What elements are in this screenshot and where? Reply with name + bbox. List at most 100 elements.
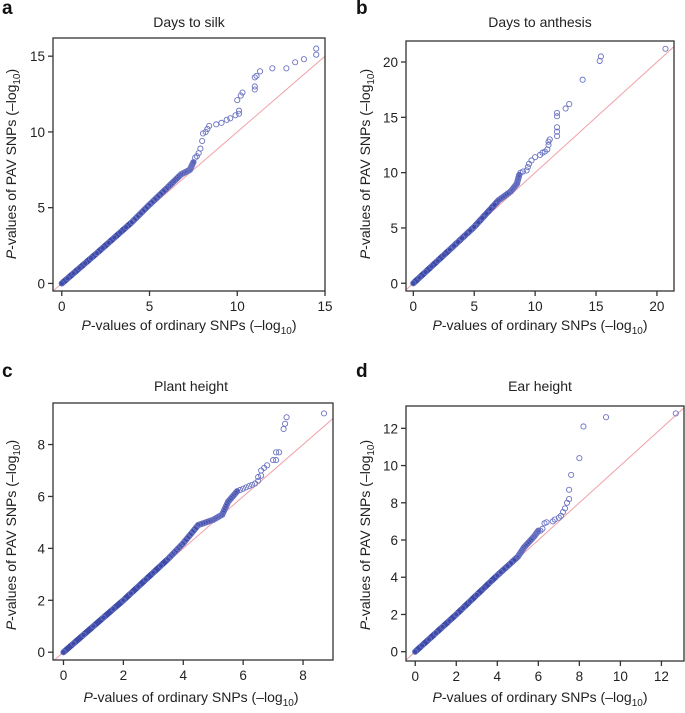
x-tick-label: 12	[654, 669, 669, 684]
y-tick-label: 10	[383, 459, 398, 474]
data-point	[480, 585, 487, 592]
data-point	[534, 528, 541, 535]
x-axis-label-d: P-values of ordinary SNPs (–log10)	[432, 689, 647, 709]
data-point	[300, 56, 307, 63]
x-tick-label: 15	[589, 299, 604, 314]
data-point	[519, 168, 526, 175]
panel-letter-d: d	[356, 361, 368, 382]
data-point	[202, 128, 209, 135]
data-point	[514, 553, 521, 560]
data-point	[597, 53, 604, 60]
y-tick-label: 8	[390, 496, 398, 511]
panel-title-b: Days to anthesis	[488, 14, 592, 30]
y-axis-label-a: P-values of PAV SNPs (–log10)	[3, 69, 23, 259]
data-point	[412, 648, 419, 655]
data-point	[473, 591, 480, 598]
data-point	[292, 59, 299, 66]
plot-area-d: 0 2 4 6 8 10 12 0 2 4 6 8 10 12	[383, 405, 685, 684]
data-point	[463, 231, 470, 238]
data-point	[543, 519, 550, 526]
data-point	[522, 542, 529, 549]
y-tick-label: 5	[390, 221, 398, 236]
data-point	[516, 550, 523, 557]
data-point	[460, 604, 467, 612]
x-tick-label: 6	[239, 668, 247, 683]
y-tick-label: 6	[37, 489, 45, 504]
data-point	[434, 257, 441, 264]
data-point	[568, 471, 575, 478]
data-point	[446, 246, 453, 253]
x-tick-label: 5	[470, 299, 478, 314]
data-point	[192, 154, 199, 161]
plot-frame	[405, 405, 685, 662]
x-tick-label: 10	[528, 299, 543, 314]
y-axis-label-d: P-values of PAV SNPs (–log10)	[357, 440, 377, 630]
data-point	[237, 486, 244, 494]
data-point	[280, 425, 287, 433]
plot-frame	[52, 402, 334, 661]
data-point	[105, 239, 112, 246]
x-tick-label: 6	[535, 669, 543, 684]
x-tick-label: 0	[410, 299, 418, 314]
data-point	[511, 556, 518, 563]
y-tick-label: 4	[37, 541, 45, 556]
data-point	[206, 122, 213, 129]
data-point	[544, 146, 551, 153]
data-point	[273, 449, 280, 456]
data-point	[111, 234, 118, 241]
data-point	[255, 477, 262, 484]
x-tick-label: 0	[60, 668, 68, 683]
plot-area-b: 0 5 10 15 20 0 5 10 15 20	[383, 40, 675, 314]
panel-letter-b: b	[356, 0, 368, 19]
data-point	[232, 112, 239, 119]
data-point	[487, 578, 494, 585]
plot-frame	[405, 40, 675, 292]
x-axis-label-a: P-values of ordinary SNPs (–log10)	[81, 317, 296, 337]
data-point	[251, 74, 258, 81]
data-point	[64, 275, 71, 282]
data-point	[410, 280, 417, 287]
data-point	[320, 410, 328, 417]
y-axis-label-b: P-values of PAV SNPs (–log10)	[357, 69, 377, 259]
data-point	[235, 110, 243, 117]
data-point	[554, 124, 561, 131]
data-point	[416, 274, 423, 281]
data-point	[518, 547, 525, 554]
data-point	[223, 116, 230, 123]
data-point	[60, 649, 67, 656]
dense-points-band	[60, 488, 241, 656]
data-point	[504, 563, 511, 570]
panel-a: a Days to silk 0 5 10 15 0 5 10 15 P-values of …	[2, 0, 333, 337]
data-point	[528, 157, 535, 164]
data-point	[602, 414, 610, 421]
data-point	[213, 121, 220, 128]
data-point	[537, 527, 544, 534]
data-point	[532, 154, 539, 161]
data-point	[197, 145, 204, 152]
data-point	[520, 544, 528, 551]
data-point	[82, 260, 89, 267]
data-point	[539, 525, 546, 532]
data-point	[117, 229, 124, 236]
data-point	[425, 636, 432, 643]
data-point	[157, 562, 164, 569]
data-point	[533, 529, 541, 536]
data-point	[672, 410, 679, 417]
data-point	[517, 549, 524, 556]
panel-c: c Plant height 0 2 4 6 8 0 2 4 6 8 P-values of or…	[2, 361, 334, 709]
data-point	[135, 583, 142, 590]
data-point	[251, 86, 258, 93]
data-point	[471, 223, 478, 230]
data-point	[237, 92, 244, 99]
data-point	[283, 414, 290, 421]
y-tick-label: 8	[37, 438, 45, 453]
data-point	[562, 105, 569, 112]
data-point	[467, 227, 474, 234]
x-tick-label: 10	[230, 299, 245, 314]
panel-title-d: Ear height	[508, 378, 572, 394]
data-point	[234, 488, 241, 495]
data-point	[150, 569, 157, 576]
data-point	[524, 540, 531, 547]
data-point	[494, 572, 501, 579]
panel-letter-c: c	[2, 361, 13, 382]
